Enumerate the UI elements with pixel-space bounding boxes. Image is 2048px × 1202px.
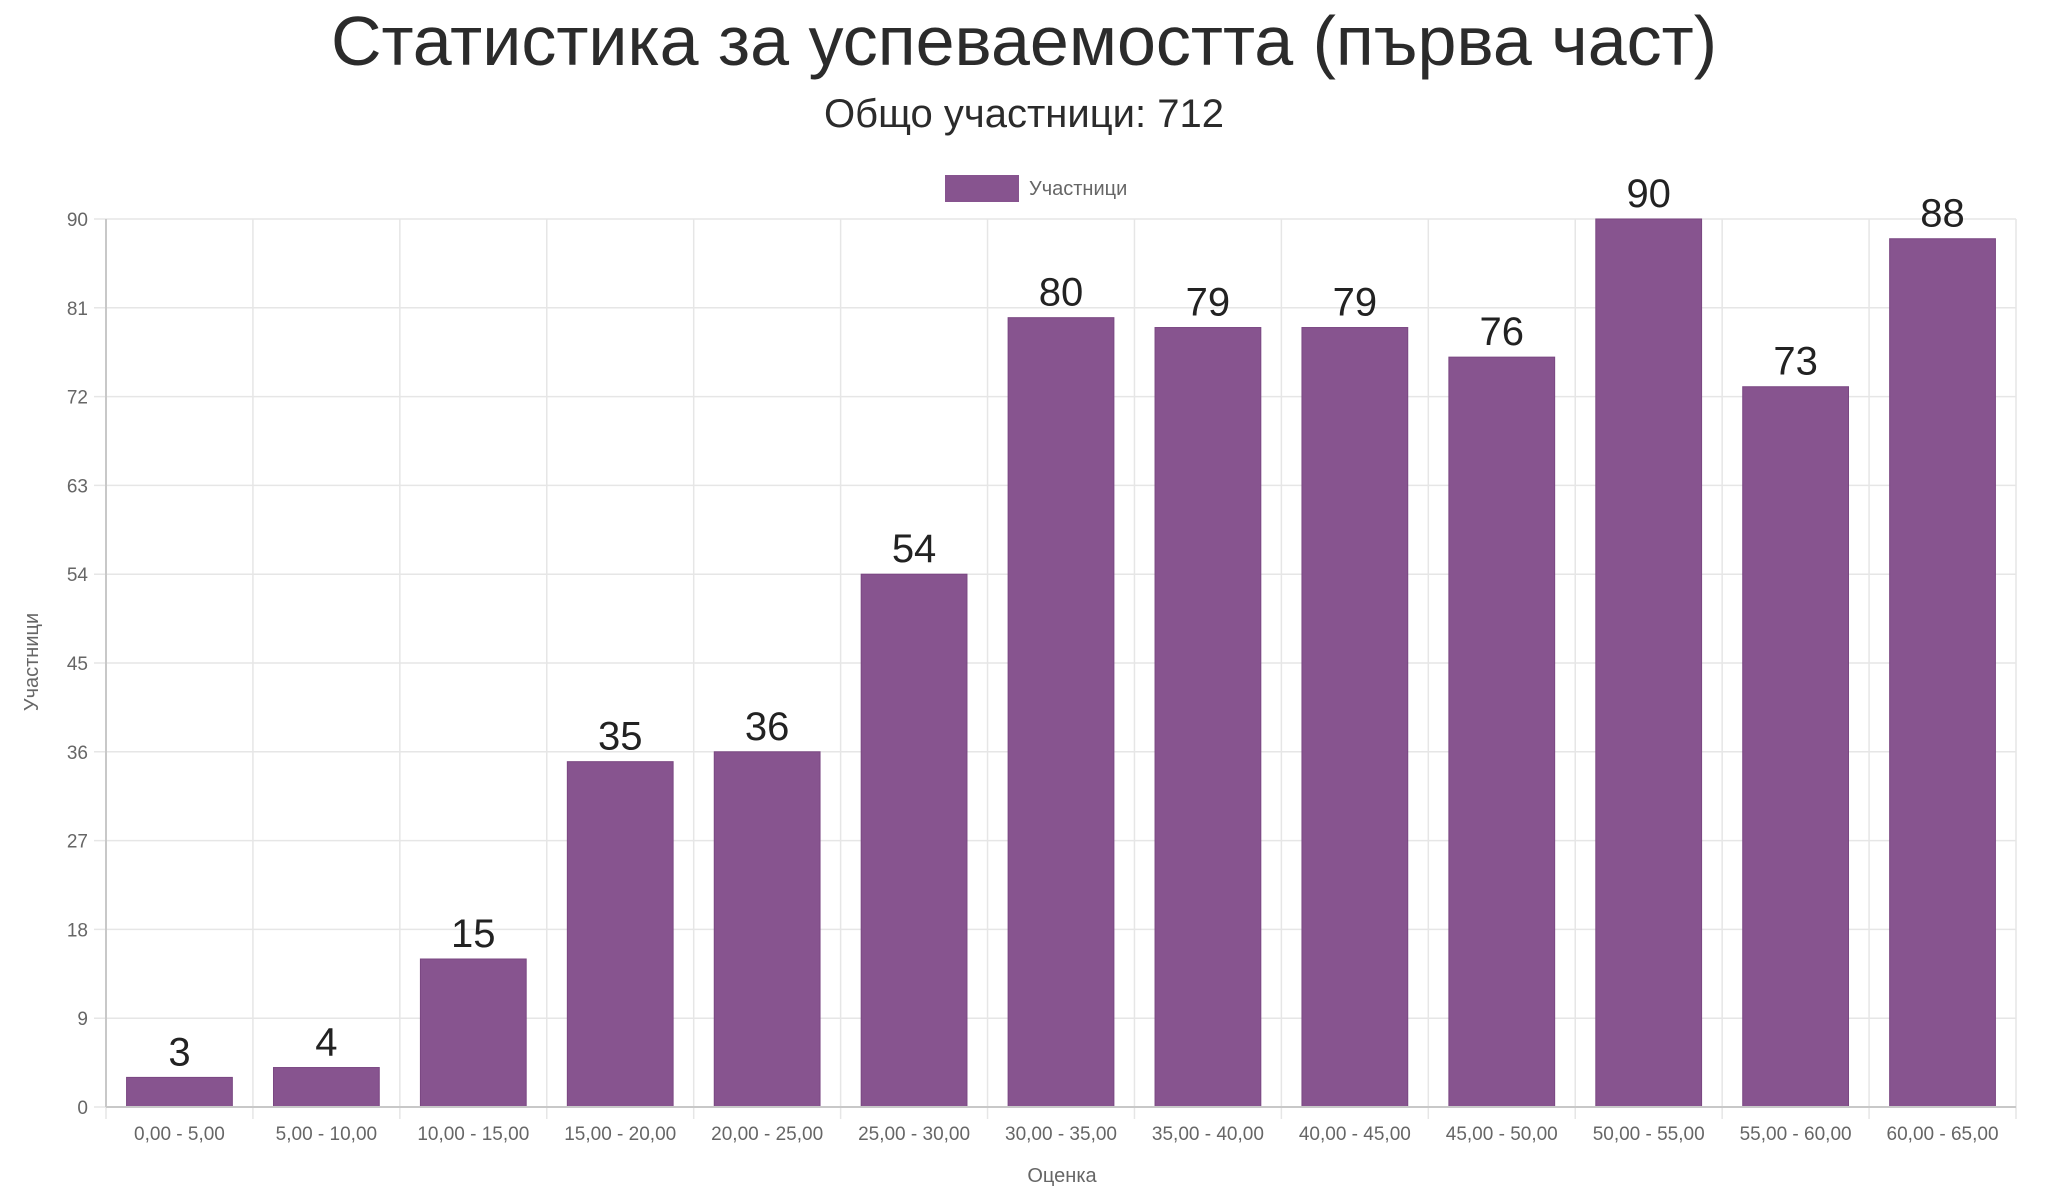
bar[interactable]: [1889, 238, 1996, 1108]
bar-value-label: 4: [315, 1021, 337, 1065]
bar[interactable]: [1595, 218, 1703, 1108]
y-tick-label: 27: [67, 832, 88, 853]
x-tick-label: 20,00 - 25,00: [711, 1124, 823, 1145]
axes: 0 9 18 27 36 45 54 63 72 81 90 0,00 - 5,00 5,00 - 10…: [67, 210, 2016, 1145]
legend-swatch: [945, 175, 1019, 202]
y-tick-label: 45: [67, 654, 88, 675]
bar-value-label: 15: [451, 912, 496, 956]
bar-value-label: 3: [168, 1030, 190, 1074]
x-tick-label: 10,00 - 15,00: [417, 1124, 529, 1145]
x-tick-label: 40,00 - 45,00: [1299, 1124, 1411, 1145]
y-tick-label: 63: [67, 476, 88, 497]
y-tick-label: 54: [67, 565, 89, 586]
bar[interactable]: [1007, 317, 1115, 1108]
bar[interactable]: [126, 1076, 233, 1108]
y-tick-label: 18: [67, 920, 88, 941]
chart-subtitle: Общо участници: 712: [824, 92, 1224, 136]
y-tick-label: 9: [77, 1009, 88, 1030]
legend-label: Участници: [1029, 178, 1127, 200]
bar-value-label: 80: [1039, 271, 1084, 315]
x-tick-label: 35,00 - 40,00: [1152, 1124, 1264, 1145]
bar-value-label: 79: [1333, 281, 1378, 325]
x-tick-label: 55,00 - 60,00: [1740, 1124, 1852, 1145]
bar-value-label: 73: [1773, 340, 1818, 384]
bar[interactable]: [713, 751, 821, 1108]
bar[interactable]: [860, 573, 968, 1108]
y-tick-label: 0: [77, 1098, 88, 1119]
bar[interactable]: [1742, 386, 1850, 1108]
bar-value-label: 36: [745, 705, 790, 749]
data-labels: 3 4 15 35 36 54 80 79 79 76 90 73 88: [168, 172, 1964, 1074]
bar[interactable]: [1301, 327, 1409, 1108]
bar-value-label: 76: [1480, 310, 1525, 354]
y-axis-title: Участници: [21, 613, 43, 711]
x-tick-label: 25,00 - 30,00: [858, 1124, 970, 1145]
y-tick-label: 36: [67, 743, 88, 764]
chart-title: Статистика за успеваемостта (първа част): [330, 2, 1718, 80]
bar-value-label: 35: [598, 715, 643, 759]
bars: [126, 218, 1996, 1108]
bar-value-label: 54: [892, 527, 937, 571]
x-tick-label: 30,00 - 35,00: [1005, 1124, 1117, 1145]
bar-value-label: 79: [1186, 281, 1231, 325]
legend[interactable]: Участници: [945, 175, 1127, 202]
x-tick-label: 45,00 - 50,00: [1446, 1124, 1558, 1145]
x-tick-label: 60,00 - 65,00: [1887, 1124, 1999, 1145]
bar[interactable]: [419, 958, 527, 1108]
x-tick-label: 5,00 - 10,00: [276, 1124, 377, 1145]
bar-value-label: 90: [1626, 172, 1671, 216]
y-tick-label: 81: [67, 299, 88, 320]
bar[interactable]: [1448, 356, 1556, 1108]
y-tick-label: 72: [67, 388, 88, 409]
bar[interactable]: [272, 1067, 380, 1108]
x-tick-label: 15,00 - 20,00: [564, 1124, 676, 1145]
y-tick-label: 90: [67, 210, 88, 231]
x-tick-label: 0,00 - 5,00: [134, 1124, 225, 1145]
x-tick-label: 50,00 - 55,00: [1593, 1124, 1705, 1145]
bar[interactable]: [1154, 327, 1262, 1108]
x-axis-title: Оценка: [1027, 1165, 1097, 1187]
bar-value-label: 88: [1920, 192, 1965, 236]
bar[interactable]: [566, 761, 674, 1108]
